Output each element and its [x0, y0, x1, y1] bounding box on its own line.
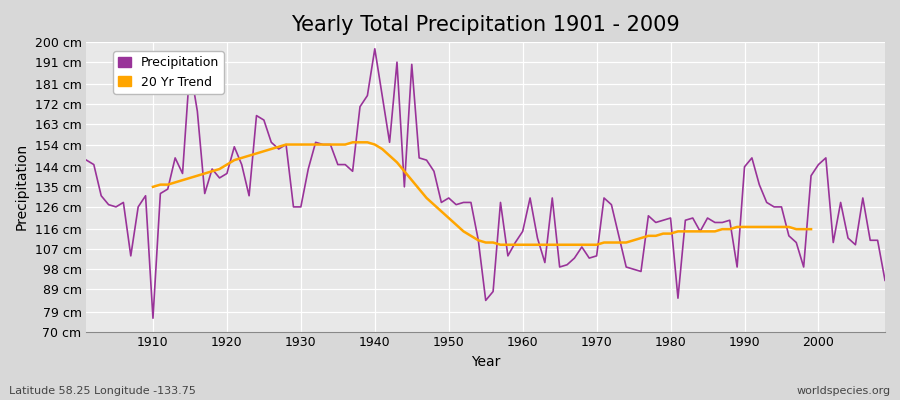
20 Yr Trend	[347, 140, 358, 145]
Precipitation	[532, 236, 543, 240]
20 Yr Trend	[621, 240, 632, 245]
20 Yr Trend	[148, 184, 158, 189]
Precipitation	[355, 104, 365, 109]
Precipitation	[369, 46, 380, 51]
Text: worldspecies.org: worldspecies.org	[796, 386, 891, 396]
Precipitation	[621, 265, 632, 270]
20 Yr Trend	[791, 227, 802, 232]
Legend: Precipitation, 20 Yr Trend: Precipitation, 20 Yr Trend	[113, 51, 224, 94]
X-axis label: Year: Year	[471, 355, 500, 369]
Precipitation	[81, 158, 92, 162]
Title: Yearly Total Precipitation 1901 - 2009: Yearly Total Precipitation 1901 - 2009	[292, 15, 680, 35]
20 Yr Trend	[355, 140, 365, 145]
Precipitation	[525, 196, 535, 200]
Precipitation	[140, 193, 151, 198]
Precipitation	[310, 140, 321, 145]
20 Yr Trend	[237, 156, 248, 160]
20 Yr Trend	[709, 229, 720, 234]
20 Yr Trend	[806, 227, 816, 232]
20 Yr Trend	[724, 227, 735, 232]
Precipitation	[148, 316, 158, 321]
Line: 20 Yr Trend: 20 Yr Trend	[153, 142, 811, 245]
Text: Latitude 58.25 Longitude -133.75: Latitude 58.25 Longitude -133.75	[9, 386, 196, 396]
Y-axis label: Precipitation: Precipitation	[15, 143, 29, 230]
Line: Precipitation: Precipitation	[86, 49, 885, 318]
Precipitation	[879, 278, 890, 283]
20 Yr Trend	[495, 242, 506, 247]
